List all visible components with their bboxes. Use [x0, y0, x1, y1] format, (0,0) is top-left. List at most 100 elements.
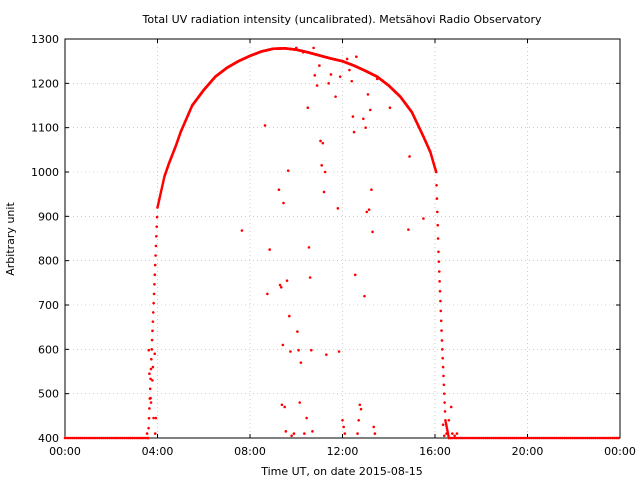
data-point: [468, 436, 472, 440]
data-point: [447, 434, 450, 438]
data-point: [501, 436, 505, 440]
data-point: [441, 356, 445, 360]
data-point: [150, 348, 154, 351]
data-point: [319, 139, 322, 143]
data-point: [439, 309, 443, 313]
data-point: [582, 436, 586, 440]
data-point: [444, 422, 448, 426]
y-tick-label: 800: [38, 255, 59, 268]
data-point: [84, 436, 88, 440]
x-tick-label: 04:00: [142, 445, 174, 458]
data-point: [455, 432, 459, 435]
data-point: [148, 372, 151, 376]
data-point: [88, 436, 92, 440]
data-point: [516, 436, 520, 440]
data-point: [466, 436, 470, 440]
data-point: [613, 436, 616, 440]
data-point: [153, 352, 157, 356]
data-point: [434, 170, 438, 174]
data-point: [155, 225, 159, 228]
data-point: [100, 436, 103, 440]
data-point: [146, 436, 150, 440]
data-point: [461, 436, 464, 440]
data-point: [292, 432, 296, 435]
data-point: [592, 436, 595, 440]
data-point: [289, 350, 292, 353]
data-point: [309, 348, 313, 352]
data-point: [290, 434, 293, 438]
data-point: [601, 436, 605, 440]
data-point: [109, 436, 113, 440]
data-point: [318, 64, 321, 67]
data-point: [149, 401, 153, 404]
data-point: [497, 436, 501, 440]
data-point: [437, 250, 440, 254]
data-point: [372, 425, 376, 429]
data-point: [436, 223, 440, 227]
data-point: [149, 377, 152, 381]
data-point: [152, 292, 156, 296]
data-point: [464, 436, 468, 440]
data-point: [565, 436, 568, 440]
data-point: [106, 436, 109, 440]
data-point: [67, 436, 71, 440]
data-point: [147, 348, 151, 352]
data-point: [151, 311, 155, 314]
data-point: [445, 426, 449, 430]
data-point: [296, 330, 299, 333]
data-point: [532, 436, 535, 440]
data-point: [538, 436, 541, 440]
data-point: [615, 436, 618, 440]
data-point: [345, 57, 349, 61]
data-point: [155, 215, 159, 219]
data-point: [407, 228, 410, 231]
data-point: [136, 436, 140, 440]
data-point: [503, 436, 507, 440]
data-point: [438, 280, 441, 283]
x-axis-label: Time UT, on date 2015-08-15: [260, 465, 423, 478]
data-point: [553, 436, 557, 440]
data-point: [153, 283, 156, 286]
data-point: [570, 436, 574, 440]
data-point: [451, 436, 455, 440]
data-point: [549, 436, 553, 440]
grid-lines: [65, 39, 620, 438]
data-point: [348, 68, 351, 72]
data-point: [509, 436, 512, 440]
data-point: [92, 436, 96, 440]
data-point: [113, 436, 117, 440]
data-point: [371, 230, 374, 234]
data-point: [117, 436, 121, 440]
data-point: [609, 436, 613, 440]
data-point: [144, 436, 148, 440]
x-tick-label: 00:00: [49, 445, 81, 458]
data-point: [607, 436, 611, 440]
data-point: [453, 434, 456, 438]
x-tick-label: 20:00: [512, 445, 544, 458]
data-point: [388, 106, 392, 110]
data-point: [148, 387, 152, 391]
data-point: [547, 436, 551, 440]
data-point: [462, 436, 466, 440]
y-tick-label: 1300: [31, 33, 59, 46]
data-point: [513, 436, 516, 440]
data-point: [367, 208, 371, 211]
data-point: [145, 432, 149, 435]
data-point: [79, 436, 82, 440]
data-point: [147, 417, 151, 420]
data-point: [444, 420, 448, 424]
data-point: [359, 407, 363, 411]
data-point: [442, 383, 446, 387]
data-point: [282, 201, 285, 205]
data-point: [284, 430, 288, 433]
data-point: [507, 436, 510, 440]
data-point: [555, 436, 559, 440]
data-point: [522, 436, 526, 440]
data-point: [142, 436, 146, 440]
data-point: [590, 436, 593, 440]
data-point: [597, 436, 601, 440]
data-point: [152, 416, 155, 420]
data-point: [478, 436, 482, 440]
y-tick-label: 500: [38, 388, 59, 401]
